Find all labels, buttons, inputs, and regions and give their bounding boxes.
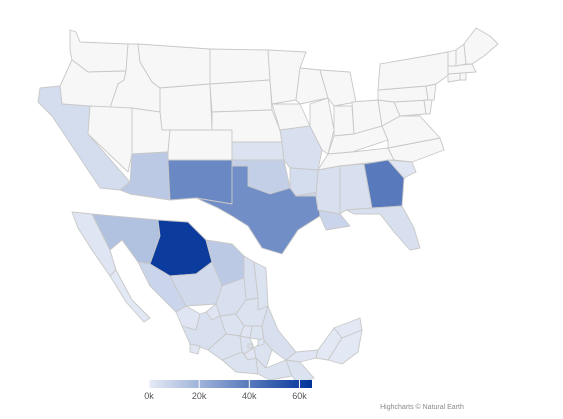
region-us-wy[interactable]: Wyoming xyxy=(159,83,213,131)
legend-ticks: 0k 20k 40k 60k xyxy=(144,380,307,401)
legend-tick-label: 0k xyxy=(144,391,154,401)
region-us-nm[interactable]: New Mexico xyxy=(167,159,233,205)
legend-tick-label: 60k xyxy=(292,391,307,401)
region-mx-bs[interactable]: Baja California Sur xyxy=(109,269,151,323)
region-us-ks[interactable]: Kansas xyxy=(231,141,285,161)
region-mx-na[interactable]: Nayarit xyxy=(175,305,201,331)
region-us-fl[interactable]: Florida xyxy=(345,205,421,251)
region-us-tx[interactable]: Texas xyxy=(195,165,321,255)
region-us-ar[interactable]: Arkansas xyxy=(289,167,319,197)
region-us-vt[interactable]: Vermont xyxy=(447,49,457,67)
region-us-nd[interactable]: North Dakota xyxy=(209,48,271,85)
region-us-az[interactable]: Arizona xyxy=(119,151,171,201)
credits-link[interactable]: Highcharts © Natural Earth xyxy=(380,403,464,411)
region-mx-cl[interactable]: Colima xyxy=(189,343,201,355)
region-us-mi[interactable]: Michigan xyxy=(319,69,357,107)
region-us-in[interactable]: Indiana xyxy=(333,105,355,137)
legend-gradient-bar xyxy=(149,380,312,388)
region-us-sd[interactable]: South Dakota xyxy=(209,79,273,113)
region-us-ga[interactable]: Georgia xyxy=(363,159,405,209)
region-mx-qr[interactable]: Quintana Roo xyxy=(327,329,363,365)
region-us-nj[interactable]: New Jersey xyxy=(425,83,437,101)
color-legend: 0k 20k 40k 60k xyxy=(144,380,312,401)
region-us-ms[interactable]: Mississippi xyxy=(315,165,341,215)
region-us-ny[interactable]: New York xyxy=(377,51,451,91)
legend-tick-label: 40k xyxy=(242,391,257,401)
region-us-md[interactable]: Maryland xyxy=(393,99,427,117)
region-us-co[interactable]: Colorado xyxy=(167,129,233,161)
region-us-nv[interactable]: Nevada xyxy=(87,105,133,173)
region-us-me[interactable]: Maine xyxy=(463,27,499,65)
region-us-wi[interactable]: Wisconsin xyxy=(295,67,329,105)
region-mx-df[interactable]: Ciudad de México xyxy=(247,343,253,349)
region-mx-ch[interactable]: Chihuahua xyxy=(149,219,213,277)
legend-tick-label: 20k xyxy=(192,391,207,401)
regions-layer: WashingtonOregonCaliforniaIdahoNevadaMon… xyxy=(37,27,499,385)
region-mx-tl[interactable]: Tlaxcala xyxy=(257,337,265,347)
